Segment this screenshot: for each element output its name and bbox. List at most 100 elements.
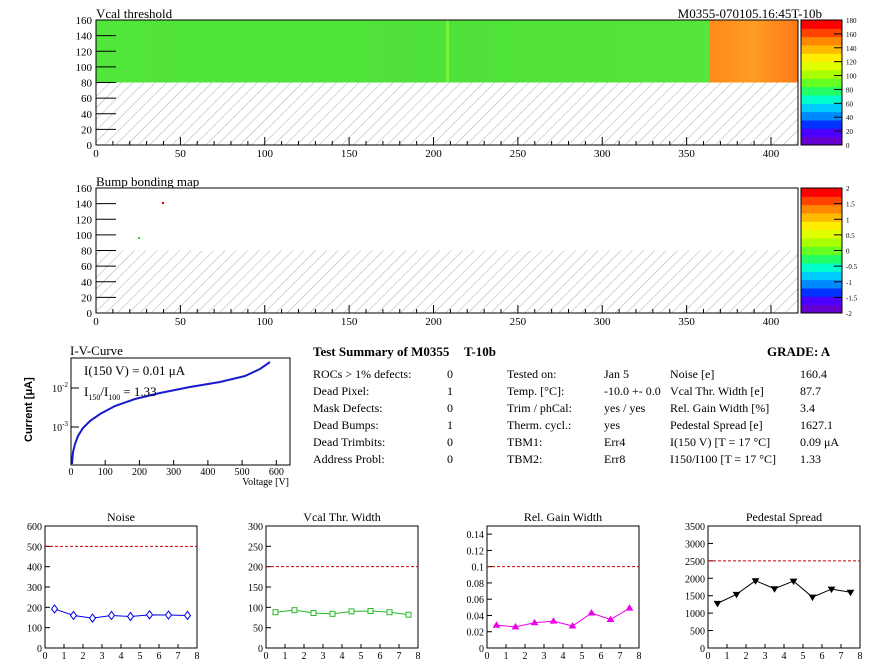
trend-plot-frame — [707, 525, 861, 649]
trend-x-tick-label: 5 — [138, 651, 143, 662]
trend-y-tick-label: 2000 — [685, 574, 705, 585]
trend-x-tick-label: 4 — [119, 651, 124, 662]
trend-data-point — [808, 594, 817, 602]
vcal-y-tick-label: 40 — [81, 109, 93, 121]
bump-x-tick-label: 250 — [510, 316, 527, 328]
iv-y-tick-base: 10 — [52, 384, 62, 395]
iv-x-tick-label: 300 — [166, 467, 181, 478]
trend-plot-title: Pedestal Spread — [746, 510, 822, 524]
trend-data-point — [164, 610, 173, 620]
trend-x-tick-label: 2 — [81, 651, 86, 662]
vcal-x-tick-label: 200 — [425, 148, 442, 160]
summary-col2-label: TBM2: — [507, 452, 542, 466]
summary-col2-value: -10.0 +- 0.0 — [604, 384, 661, 398]
trend-data-point — [587, 609, 596, 616]
trend-plot-0: Noise 0 1 2 3 4 5 6 7 8 0 100 200 300 400 500 600 — [27, 510, 200, 662]
summary-col3-value: 1.33 — [800, 452, 821, 466]
iv-y-tick-label: 10-2 — [52, 381, 68, 395]
summary-col3-label: I(150 V) [T = 17 °C] — [670, 435, 770, 449]
trend-y-tick-label: 3500 — [685, 522, 705, 533]
trend-series-line — [496, 607, 630, 628]
iv-ylabel: Current [μA] — [23, 377, 35, 442]
trend-x-tick-label: 2 — [523, 651, 528, 662]
trend-data-point — [272, 609, 279, 616]
summary-col3-label: I150/I100 [T = 17 °C] — [670, 452, 776, 466]
trend-x-tick-label: 8 — [637, 651, 642, 662]
bump-y-tick-label: 100 — [76, 230, 93, 242]
bump-map-axes: 0 50 100 150 200 250 300 350 4000204060801001201… — [76, 183, 780, 328]
trend-x-tick-label: 3 — [542, 651, 547, 662]
trend-data-point — [732, 591, 741, 599]
trend-y-tick-label: 100 — [248, 603, 263, 614]
trend-x-tick-label: 6 — [157, 651, 162, 662]
summary-col1-value: 1 — [447, 384, 453, 398]
iv-x-tick-label: 0 — [69, 467, 74, 478]
dead-bump-marker — [162, 202, 164, 204]
vcal-palette-band — [801, 36, 842, 46]
trend-x-tick-label: 3 — [763, 651, 768, 662]
trend-data-point — [625, 604, 634, 611]
trend-data-point — [549, 617, 558, 624]
summary-col3-value: 3.4 — [800, 401, 815, 415]
summary-col2-value: yes / yes — [604, 401, 646, 415]
trend-y-tick-label: 0.02 — [467, 628, 485, 639]
bump-palette-tick-label: 2 — [846, 185, 850, 193]
trend-data-point — [530, 618, 539, 626]
trend-y-tick-label: 500 — [690, 627, 705, 638]
summary-col3-value: 1627.1 — [800, 418, 833, 432]
bump-y-tick-label: 80 — [81, 246, 93, 258]
trend-plot-title: Vcal Thr. Width — [303, 510, 380, 524]
trend-y-tick-label: 100 — [27, 624, 42, 635]
bump-palette-band — [801, 213, 842, 222]
iv-curve-line — [71, 361, 271, 465]
iv-annotation-ratio: I150/I100 = 1.33 — [84, 384, 157, 402]
trend-x-tick-label: 6 — [599, 651, 604, 662]
trend-data-point — [88, 613, 97, 623]
trend-data-point — [492, 621, 501, 628]
vcal-x-tick-label: 400 — [763, 148, 780, 160]
trend-x-tick-label: 6 — [820, 651, 825, 662]
bump-color-palette: -2 -1.5 -1 -0.5 0 0.5 1 1.5 2 — [800, 185, 858, 318]
bump-x-tick-label: 50 — [175, 316, 187, 328]
trend-plot-2: Rel. Gain Width 0 1 2 3 4 5 6 7 8 0 0.02 0.04 0.06 0.0… — [467, 510, 642, 662]
vcal-palette-band — [801, 20, 842, 29]
trend-data-point — [50, 604, 59, 614]
summary-col2-value: yes — [604, 418, 620, 432]
bump-map-hatched-region — [96, 250, 798, 313]
vcal-map-hot-region — [710, 20, 798, 83]
trend-data-point — [405, 611, 412, 618]
vcal-map-column-stripe — [446, 20, 449, 83]
summary-col1-label: Dead Bumps: — [313, 418, 379, 432]
summary-title: Test Summary of M0355 — [313, 344, 450, 359]
bump-palette-tick-label: -1.5 — [846, 294, 858, 302]
trend-plot-1: Vcal Thr. Width 0 1 2 3 4 5 6 7 8 0 50 100 150 200 250 3… — [248, 510, 421, 662]
trend-x-tick-label: 8 — [416, 651, 421, 662]
bump-palette-tick-label: -0.5 — [846, 263, 858, 271]
trend-x-tick-label: 2 — [744, 651, 749, 662]
trend-data-point — [713, 600, 722, 608]
summary-col3-label: Pedestal Spread [e] — [670, 418, 763, 432]
iv-plot-frame — [70, 357, 291, 466]
trend-plot-title: Rel. Gain Width — [524, 510, 602, 524]
trend-x-tick-label: 6 — [378, 651, 383, 662]
trend-data-point — [606, 615, 615, 623]
trend-y-tick-label: 0 — [479, 644, 484, 655]
trend-plot-3: Pedestal Spread 0 1 2 3 4 5 6 7 8 0 500 1000 1500 2000… — [685, 510, 863, 662]
summary-col3-label: Vcal Thr. Width [e] — [670, 384, 764, 398]
trend-y-tick-label: 1000 — [685, 609, 705, 620]
summary-col2-value: Err4 — [604, 435, 625, 449]
bump-palette-band — [801, 296, 842, 306]
bump-x-tick-label: 300 — [594, 316, 611, 328]
trend-y-tick-label: 300 — [248, 522, 263, 533]
vcal-x-tick-label: 350 — [678, 148, 695, 160]
bump-y-tick-label: 0 — [87, 308, 93, 320]
vcal-y-tick-label: 80 — [81, 78, 93, 90]
iv-x-tick-label: 500 — [235, 467, 250, 478]
bump-x-tick-label: 0 — [93, 316, 99, 328]
trend-y-tick-label: 0 — [700, 644, 705, 655]
bump-palette-band — [801, 271, 842, 281]
trend-data-point — [568, 622, 577, 629]
iv-y-tick-base: 10 — [52, 423, 62, 434]
